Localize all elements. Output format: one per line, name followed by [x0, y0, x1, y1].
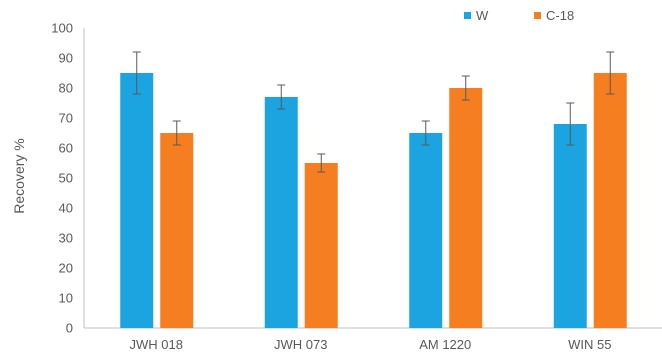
- y-tick-label: 100: [51, 21, 73, 36]
- bar: [593, 73, 627, 328]
- legend-label: W: [476, 8, 489, 23]
- bar: [553, 124, 587, 328]
- y-tick-label: 40: [59, 201, 73, 216]
- bar: [449, 88, 483, 328]
- y-tick-label: 60: [59, 141, 73, 156]
- x-tick-label: JWH 018: [130, 337, 183, 352]
- y-tick-label: 0: [66, 321, 73, 336]
- bar: [120, 73, 154, 328]
- y-axis-title: Recovery %: [11, 138, 27, 213]
- y-axis: 0 10 20 30 40 50 60 70 80 90 100: [51, 21, 73, 336]
- x-axis: JWH 018 JWH 073 AM 1220 WIN 55: [130, 337, 612, 352]
- y-tick-label: 50: [59, 171, 73, 186]
- plot-area: [83, 28, 662, 329]
- legend-swatch: [534, 12, 541, 19]
- legend-label: C-18: [546, 8, 574, 23]
- x-tick-label: WIN 55: [568, 337, 611, 352]
- bar: [160, 133, 194, 328]
- bar: [409, 133, 443, 328]
- y-tick-label: 70: [59, 111, 73, 126]
- legend: W C-18: [464, 8, 574, 23]
- x-tick-label: JWH 073: [274, 337, 327, 352]
- bar: [264, 97, 298, 328]
- y-tick-label: 10: [59, 291, 73, 306]
- y-tick-label: 30: [59, 231, 73, 246]
- y-tick-label: 80: [59, 81, 73, 96]
- y-tick-label: 20: [59, 261, 73, 276]
- y-tick-label: 90: [59, 51, 73, 66]
- bar: [304, 163, 338, 328]
- legend-swatch: [464, 12, 471, 19]
- x-tick-label: AM 1220: [419, 337, 471, 352]
